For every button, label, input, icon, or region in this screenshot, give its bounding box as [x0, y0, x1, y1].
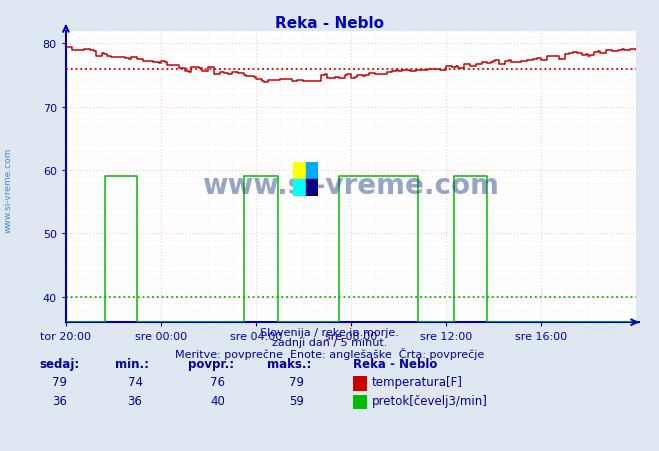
- Text: www.si-vreme.com: www.si-vreme.com: [202, 172, 500, 200]
- Bar: [306, 162, 318, 179]
- Text: 76: 76: [210, 376, 225, 389]
- Text: Meritve: povprečne  Enote: anglešaške  Črta: povprečje: Meritve: povprečne Enote: anglešaške Črt…: [175, 347, 484, 359]
- Text: pretok[čevelj3/min]: pretok[čevelj3/min]: [372, 394, 488, 407]
- Text: Slovenija / reke in morje.: Slovenija / reke in morje.: [260, 327, 399, 337]
- Text: temperatura[F]: temperatura[F]: [372, 376, 463, 389]
- Bar: [306, 179, 318, 196]
- Text: maks.:: maks.:: [267, 358, 311, 371]
- Text: 40: 40: [210, 394, 225, 407]
- Text: Reka - Neblo: Reka - Neblo: [275, 16, 384, 31]
- Text: 79: 79: [52, 376, 67, 389]
- Text: 79: 79: [289, 376, 304, 389]
- Text: Reka - Neblo: Reka - Neblo: [353, 358, 437, 371]
- Text: 59: 59: [289, 394, 304, 407]
- Bar: [293, 162, 306, 179]
- Text: min.:: min.:: [115, 358, 150, 371]
- Text: 74: 74: [128, 376, 142, 389]
- Text: sedaj:: sedaj:: [40, 358, 80, 371]
- Text: 36: 36: [128, 394, 142, 407]
- Bar: [293, 179, 306, 196]
- Text: www.si-vreme.com: www.si-vreme.com: [4, 147, 13, 232]
- Text: zadnji dan / 5 minut.: zadnji dan / 5 minut.: [272, 337, 387, 347]
- Text: povpr.:: povpr.:: [188, 358, 234, 371]
- Text: 36: 36: [52, 394, 67, 407]
